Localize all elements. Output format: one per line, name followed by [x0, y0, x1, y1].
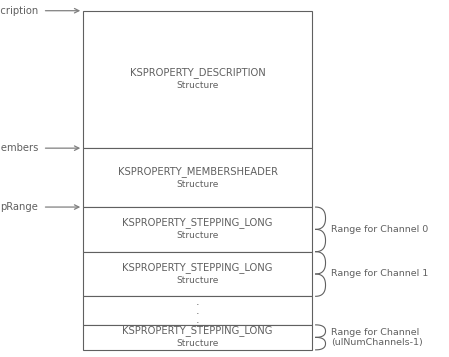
Text: .: . [196, 315, 199, 325]
Bar [83, 207, 312, 252]
Text: .: . [196, 297, 199, 307]
Bar [83, 148, 312, 207]
Text: KSPROPERTY_STEPPING_LONG: KSPROPERTY_STEPPING_LONG [122, 217, 273, 228]
Text: Structure: Structure [176, 231, 219, 240]
Text: KSPROPERTY_STEPPING_LONG: KSPROPERTY_STEPPING_LONG [122, 326, 273, 336]
Text: Structure: Structure [176, 180, 219, 188]
Bar [83, 325, 312, 350]
Text: pMembers: pMembers [0, 143, 38, 153]
Text: Range for Channel
(ulNumChannels-1): Range for Channel (ulNumChannels-1) [331, 328, 423, 347]
Text: Range for Channel 0: Range for Channel 0 [331, 225, 428, 234]
Text: KSPROPERTY_MEMBERSHEADER: KSPROPERTY_MEMBERSHEADER [118, 166, 277, 177]
Text: Structure: Structure [176, 81, 219, 90]
Text: KSPROPERTY_DESCRIPTION: KSPROPERTY_DESCRIPTION [130, 67, 265, 79]
Bar [83, 296, 312, 325]
Text: .: . [196, 306, 199, 316]
Text: Range for Channel 1: Range for Channel 1 [331, 270, 428, 278]
Bar [83, 11, 312, 148]
Text: Structure: Structure [176, 339, 219, 348]
Bar [83, 252, 312, 296]
Text: KSPROPERTY_STEPPING_LONG: KSPROPERTY_STEPPING_LONG [122, 262, 273, 273]
Text: Structure: Structure [176, 276, 219, 285]
Text: pRange: pRange [0, 202, 38, 212]
Text: pDescription: pDescription [0, 6, 38, 16]
